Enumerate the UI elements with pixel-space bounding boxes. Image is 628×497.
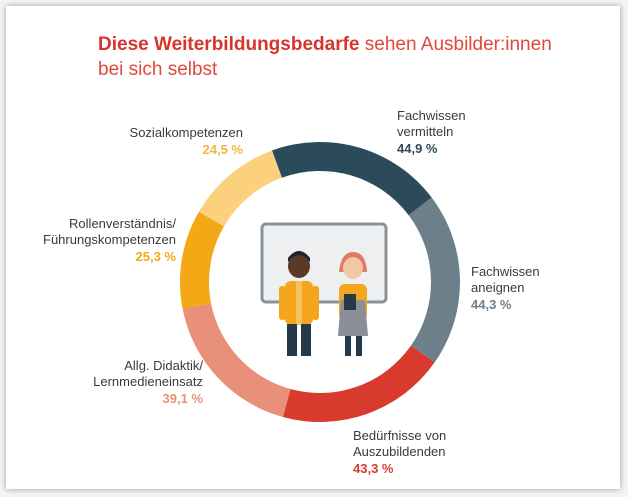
segment-value: 44,9 % (397, 141, 438, 156)
donut-segments (180, 141, 460, 422)
label-sozialkompetenzen: Sozialkompetenzen 24,5 % (130, 125, 244, 157)
chart-title: Diese Weiterbildungsbedarfe sehen Ausbil… (98, 32, 558, 82)
segment-label-line: Allg. Didaktik/ (124, 358, 203, 373)
segment-value: 25,3 % (136, 249, 177, 264)
segment-label-line: Fachwissen (397, 108, 466, 123)
segment-label-line: Fachwissen (471, 264, 540, 279)
donut-segment-0 (271, 141, 432, 216)
woman-figure-icon (338, 252, 368, 356)
segment-value: 24,5 % (203, 142, 244, 157)
segment-label-line: Führungskompetenzen (43, 232, 176, 247)
man-figure-icon (279, 251, 319, 356)
donut-segment-1 (408, 197, 460, 363)
label-fachwissen-vermitteln: Fachwissen vermitteln 44,9 % (397, 108, 466, 156)
donut-segment-2 (282, 345, 435, 422)
donut-segment-5 (198, 150, 282, 227)
label-rollenverstaendnis: Rollenverständnis/ Führungskompetenzen 2… (43, 216, 176, 264)
segment-value: 39,1 % (163, 391, 204, 406)
segment-value: 44,3 % (471, 297, 512, 312)
segment-label-line: Sozialkompetenzen (130, 125, 243, 140)
segment-label-line: aneignen (471, 280, 525, 295)
chart-title-regular: sehen Ausbilder:innen bei sich selbst (98, 34, 552, 80)
donut-segment-3 (182, 303, 291, 417)
label-beduerfnisse-auszubildende: Bedürfnisse von Auszubildenden 43,3 % (353, 428, 446, 476)
segment-label-line: Auszubildenden (353, 444, 446, 459)
chart-title-bold: Diese Weiterbildungsbedarfe (98, 34, 360, 55)
segment-label-line: Bedürfnisse von (353, 428, 446, 443)
segment-label-line: Rollenverständnis/ (69, 216, 176, 231)
label-fachwissen-aneignen: Fachwissen aneignen 44,3 % (471, 264, 540, 312)
segment-value: 43,3 % (353, 461, 394, 476)
segment-labels: Fachwissen vermitteln 44,9 % Fachwissen … (43, 108, 540, 476)
donut-segment-4 (180, 211, 224, 309)
segment-label-line: Lernmedieneinsatz (93, 374, 203, 389)
segment-label-line: vermitteln (397, 124, 453, 139)
two-trainers-at-whiteboard-icon (260, 222, 388, 356)
label-didaktik-lernmedien: Allg. Didaktik/ Lernmedieneinsatz 39,1 % (93, 358, 203, 406)
